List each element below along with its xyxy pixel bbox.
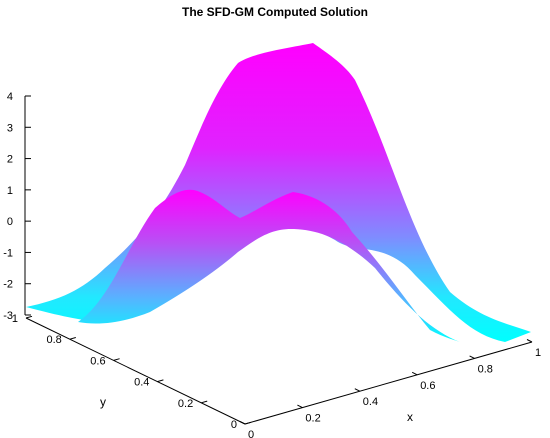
x-tick-label: 0 [248,429,254,438]
x-tick-label: 0.8 [478,363,493,375]
y-tick [201,400,208,404]
z-tick-label: -3 [3,310,13,322]
z-tick-label: 0 [7,216,13,228]
y-tick-label: 0.6 [90,355,105,367]
surface-mesh [26,43,531,342]
y-tick-label: 0.8 [47,334,62,346]
y-tick [157,379,164,383]
outer-surface [26,43,531,342]
y-tick-label: 0.2 [178,398,193,410]
x-tick [354,388,361,392]
x-tick-label: 0.4 [363,396,378,408]
x-tick-label: 0.2 [305,413,320,425]
x-axis-label: x [407,410,413,424]
z-tick-label: 4 [7,91,13,103]
x-axis-line [244,341,533,425]
y-tick-label: 0 [231,419,237,431]
y-axis-line [25,317,246,425]
z-tick-label: -1 [3,247,13,259]
z-tick-label: 1 [7,185,13,197]
z-tick-label: -2 [3,279,13,291]
x-tick [297,404,303,409]
y-tick [69,337,76,340]
inner-surface [78,189,460,342]
x-axis-ticks: 0 0.2 0.4 0.6 0.8 1 [239,339,541,438]
x-tick [239,421,246,425]
y-axis-ticks: 0 0.2 0.4 0.6 0.8 1 [12,313,252,431]
x-tick-label: 1 [535,347,541,359]
x-tick [526,339,533,343]
y-tick-label: 1 [12,313,18,325]
z-axis-ticks: 4 3 2 1 0 -1 -2 -3 [3,91,31,322]
x-tick [411,371,418,376]
x-tick-label: 0.6 [420,380,435,392]
z-tick-label: 3 [7,122,13,134]
y-tick-label: 0.4 [134,377,149,389]
z-tick-label: 2 [7,154,13,166]
chart-title: The SFD-GM Computed Solution [182,5,368,19]
y-axis-label: y [100,395,106,409]
y-tick [25,315,33,319]
y-tick [113,358,120,361]
x-tick [469,355,475,359]
